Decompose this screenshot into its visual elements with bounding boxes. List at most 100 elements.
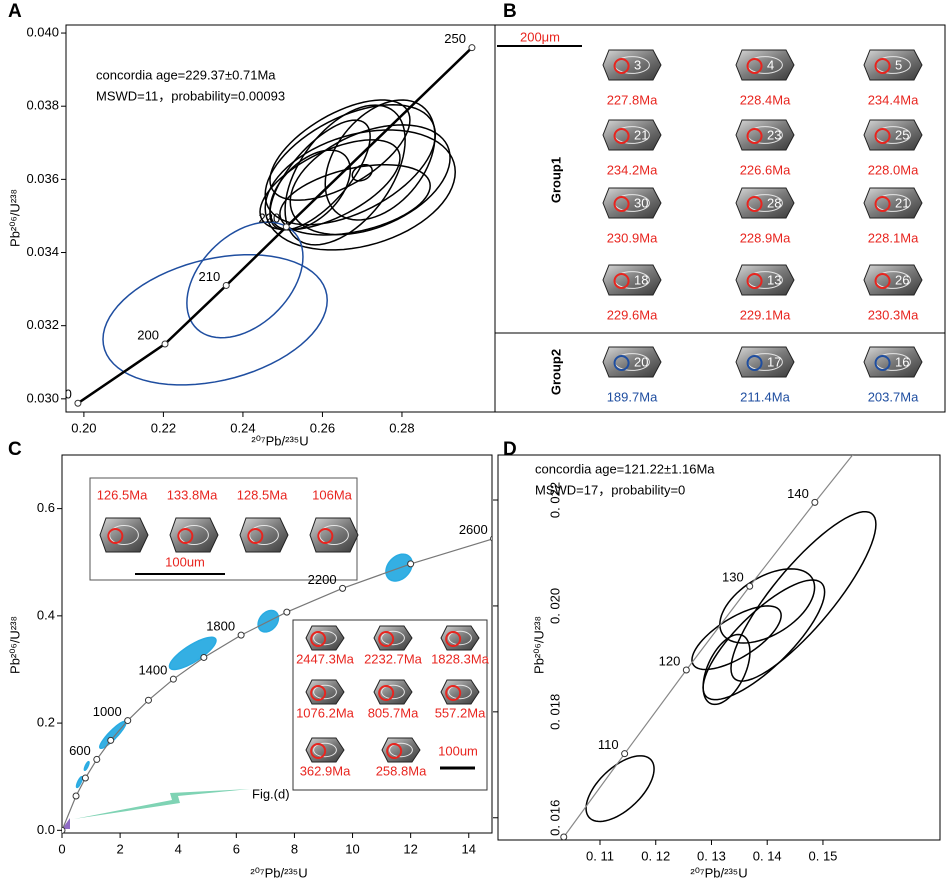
age-label: 1400 xyxy=(138,663,167,678)
plot-frame xyxy=(61,454,493,834)
age-label: 126.5Ma xyxy=(97,487,148,502)
x-tick-label: 8 xyxy=(291,841,298,856)
error-ellipse xyxy=(99,720,127,750)
x-tick-label: 4 xyxy=(175,841,182,856)
spot-number: 21 xyxy=(634,127,648,142)
spot-number: 5 xyxy=(895,57,902,72)
zircon-grain xyxy=(863,119,923,151)
zircon-grain xyxy=(602,346,662,378)
annotation: MSWD=17，probability=0 xyxy=(535,482,685,497)
spot-number: 4 xyxy=(767,57,774,72)
analysis-spot xyxy=(746,273,763,289)
spot-number: 20 xyxy=(634,354,648,369)
arrow xyxy=(74,789,250,819)
panel-label: B xyxy=(503,1,517,22)
x-tick-label: 2 xyxy=(116,841,123,856)
zircon-grain xyxy=(735,49,795,81)
concordia-point xyxy=(144,696,152,704)
analysis-spot xyxy=(746,196,763,212)
plot-area: 600 1000 1400 1800 2200 2600 xyxy=(62,522,492,833)
zircon-grain xyxy=(735,187,795,219)
concordia-point xyxy=(879,415,885,421)
age-label: 229.1Ma xyxy=(740,307,791,322)
x-axis-label: ²⁰⁷Pb/²³⁵U xyxy=(690,865,747,880)
x-tick-label: 0 xyxy=(58,841,65,856)
x-tick-label: 0.24 xyxy=(230,420,255,435)
age-label: 133.8Ma xyxy=(167,487,218,502)
error-ellipse xyxy=(75,775,84,789)
age-label: 1076.2Ma xyxy=(296,705,355,720)
x-tick-label: 14 xyxy=(462,841,476,856)
age-label: 220 xyxy=(259,210,281,225)
concordia-point xyxy=(81,774,89,782)
concordia-point xyxy=(107,736,115,744)
zircon-zoning xyxy=(179,524,209,546)
annotation: MSWD=11，probability=0.00093 xyxy=(96,88,285,103)
error-ellipse xyxy=(279,163,431,236)
analysis-spot xyxy=(874,273,891,289)
concordia-point xyxy=(222,281,230,289)
analysis-spot xyxy=(310,743,327,759)
concordia-point xyxy=(161,340,169,348)
y-tick-label: 0.6 xyxy=(37,500,55,515)
age-label: 2232.7Ma xyxy=(364,651,423,666)
concordia-point xyxy=(490,535,492,542)
x-tick-label: 0. 13 xyxy=(697,848,726,863)
concordia-point xyxy=(746,582,754,590)
concordia-point xyxy=(124,717,132,725)
x-tick-label: 0.22 xyxy=(151,420,176,435)
y-tick-label: 0. 018 xyxy=(547,694,562,730)
age-label: 228.1Ma xyxy=(868,230,919,245)
x-tick-label: 10 xyxy=(345,841,359,856)
inset-scale-label: 100um xyxy=(438,743,478,758)
y-axis-label: Pb²⁰⁶/U²³⁸ xyxy=(7,616,22,674)
zircon-grain xyxy=(602,119,662,151)
spot-number: 28 xyxy=(767,195,781,210)
concordia-point xyxy=(282,223,290,231)
zircon-zoning xyxy=(319,524,349,546)
concordia-point xyxy=(62,826,66,833)
error-ellipse xyxy=(730,510,877,682)
error-ellipse xyxy=(284,104,406,246)
concordia-point xyxy=(237,631,245,639)
analysis-spot xyxy=(378,685,395,701)
analysis-spot xyxy=(107,528,124,544)
age-label: 2600 xyxy=(459,522,488,537)
inset-scale-label: 100um xyxy=(165,554,205,569)
error-ellipse xyxy=(168,636,217,671)
y-tick-label: 0.038 xyxy=(26,98,59,113)
concordia-curve xyxy=(62,538,492,831)
y-tick-label: 0. 022 xyxy=(547,482,562,518)
annotation: concordia age=229.37±0.71Ma xyxy=(96,67,276,82)
age-label: 1828.3Ma xyxy=(431,651,490,666)
concordia-point xyxy=(468,44,476,52)
analysis-spot xyxy=(613,273,630,289)
y-axis-label: Pb²⁰⁶/U²³⁸ xyxy=(7,189,22,247)
y-tick-label: 0. 016 xyxy=(547,800,562,836)
zircon-zoning xyxy=(448,684,472,700)
x-tick-label: 6 xyxy=(233,841,240,856)
spot-number: 25 xyxy=(895,127,909,142)
error-ellipse xyxy=(264,129,456,251)
spot-number: 23 xyxy=(767,127,781,142)
age-label: 210 xyxy=(199,269,221,284)
spot-number: 18 xyxy=(634,272,648,287)
age-label: 128.5Ma xyxy=(237,487,288,502)
concordia-point xyxy=(621,750,629,758)
y-tick-label: 0.2 xyxy=(37,715,55,730)
analysis-spot xyxy=(386,743,403,759)
zircon-zoning xyxy=(381,684,405,700)
error-ellipse xyxy=(269,99,411,201)
analysis-spot xyxy=(445,631,462,647)
analysis-spot xyxy=(247,528,264,544)
zircon-zoning xyxy=(389,742,413,758)
zircon-grain xyxy=(99,517,149,553)
zircon-grain xyxy=(735,264,795,296)
age-label: 250 xyxy=(444,31,466,46)
panel-label: D xyxy=(503,439,517,460)
y-tick-label: 0. 020 xyxy=(547,588,562,624)
zircon-grain xyxy=(735,119,795,151)
error-ellipse xyxy=(264,103,437,226)
